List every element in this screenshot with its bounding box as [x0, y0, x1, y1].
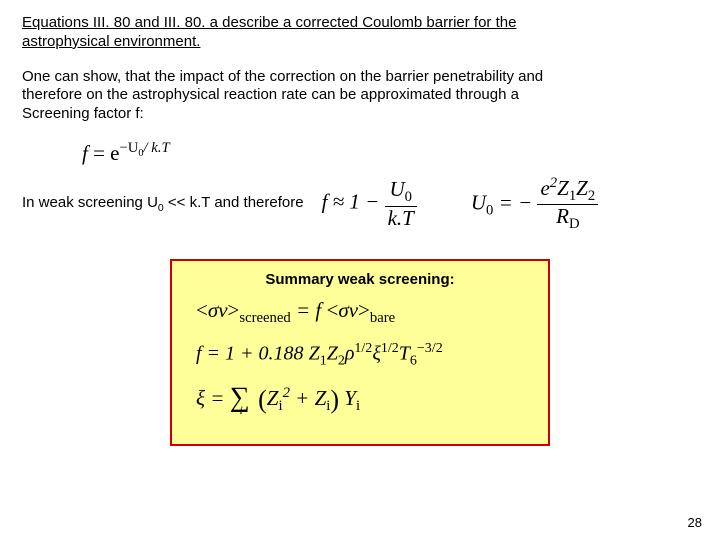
equation-f-exponential: f = e−U0/ k.T: [82, 140, 698, 166]
second-paragraph: One can show, that the impact of the cor…: [22, 68, 698, 124]
p2-line2: therefore on the astrophysical reaction …: [22, 86, 519, 103]
zi2: Z: [315, 385, 327, 409]
eq2-f: f: [322, 190, 328, 214]
lt2: <: [327, 298, 339, 322]
T-sup: −3/2: [417, 341, 443, 356]
xi: ξ: [372, 343, 381, 365]
eq3-usub: 0: [486, 202, 493, 218]
eq-sign: =: [296, 298, 310, 322]
intro-line2: astrophysical environment.: [22, 33, 200, 50]
eq2-approx: ≈ 1 −: [333, 190, 380, 214]
eq3-z2: Z: [576, 176, 588, 200]
z2s: 2: [338, 354, 345, 369]
T6: T: [399, 343, 410, 365]
eq3-e: e: [540, 176, 549, 200]
z1s: 1: [320, 354, 327, 369]
summary-eq-f: f = 1 + 0.188 Z1Z2ρ1/2ξ1/2T6−3/2: [196, 341, 532, 370]
weak-screening-row: In weak screening U 0 << k.T and therefor…: [22, 176, 698, 233]
xi-lhs: ξ =: [196, 385, 224, 409]
z2: Z: [327, 343, 338, 365]
equation-u0: U0 = − e2Z1Z2 RD: [471, 176, 598, 233]
intro-paragraph: Equations III. 80 and III. 80. a describ…: [22, 14, 698, 52]
T6s: 6: [410, 354, 417, 369]
eq2-den: k.T: [385, 207, 417, 230]
f-pre: f = 1 + 0.188: [196, 343, 309, 365]
sub-bare: bare: [370, 310, 395, 326]
p2-line3: Screening factor f:: [22, 105, 144, 122]
zi1-sup: 2: [283, 384, 290, 400]
eq3-rd: R: [556, 204, 569, 228]
summary-title: Summary weak screening:: [188, 271, 532, 288]
gt2: >: [358, 298, 370, 322]
z1: Z: [309, 343, 320, 365]
page-number: 28: [688, 515, 702, 530]
eq-row: f ≈ 1 − U0 k.T U0 = − e2Z1Z2 RD: [322, 176, 599, 233]
f-sym: f: [315, 298, 321, 322]
rho-sup: 1/2: [354, 341, 372, 356]
p2-line1: One can show, that the impact of the cor…: [22, 68, 543, 85]
sum-sub: i: [240, 405, 243, 417]
sv2: σv: [338, 298, 358, 322]
gt1: >: [228, 298, 240, 322]
summary-box: Summary weak screening: <σv>screened = f…: [170, 259, 550, 446]
sub-screened: screened: [239, 310, 290, 326]
equation-f-approx: f ≈ 1 − U0 k.T: [322, 178, 417, 230]
rho: ρ: [345, 343, 355, 365]
yi: Y: [344, 385, 356, 409]
plus: +: [290, 385, 315, 409]
lt1: <: [196, 298, 208, 322]
eq1-exp-pre: −U: [120, 140, 139, 156]
intro-line1: Equations III. 80 and III. 80. a describ…: [22, 14, 516, 31]
summary-eq-xi: ξ = ∑i (Zi2 + Zi) Yi: [196, 384, 532, 416]
weak-tail: << k.T and therefore: [164, 194, 304, 211]
eq3-z2s: 2: [588, 188, 595, 204]
weak-text: In weak screening U: [22, 194, 158, 211]
zi1: Z: [267, 385, 279, 409]
eq1-exp-suf: / k.T: [144, 140, 170, 156]
xi-sup: 1/2: [381, 341, 399, 356]
eq3-eq: = −: [499, 190, 533, 214]
sv1: σv: [208, 298, 228, 322]
eq3-u: U: [471, 190, 486, 214]
eq3-z1: Z: [557, 176, 569, 200]
eq3-rds: D: [569, 217, 580, 233]
eq1-lhs: f: [82, 141, 88, 165]
eq2-num-sub: 0: [405, 190, 412, 206]
eq2-num: U: [389, 177, 404, 201]
summary-eq-sigmav: <σv>screened = f <σv>bare: [196, 298, 532, 327]
yi-sub: i: [356, 398, 360, 414]
